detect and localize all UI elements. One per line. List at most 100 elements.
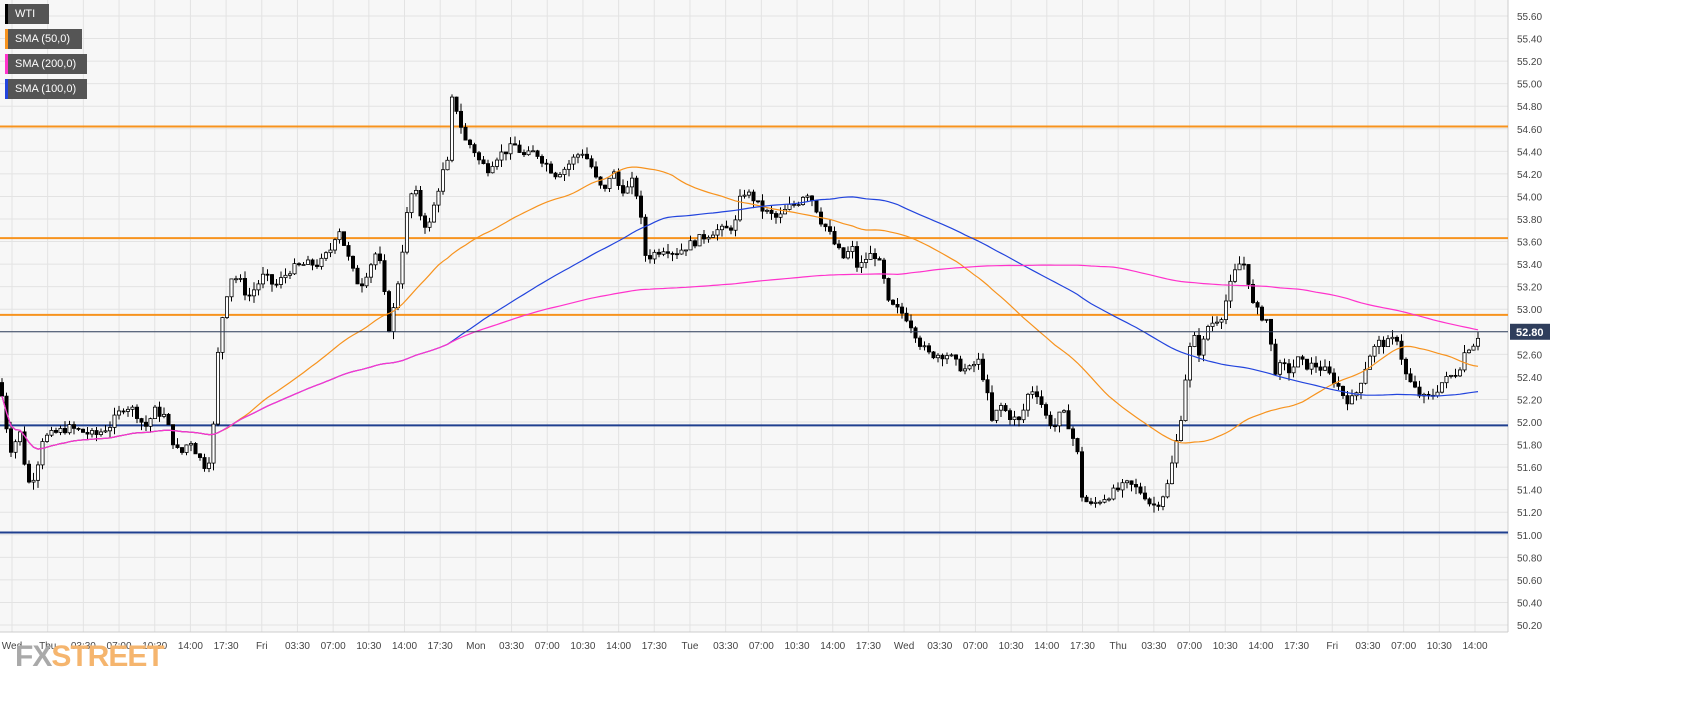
candle-body (1264, 318, 1269, 321)
candle-body (368, 264, 373, 278)
candle (607, 177, 612, 193)
candle (846, 246, 851, 260)
x-tick-label: 14:00 (178, 641, 203, 652)
y-tick-label: 53.40 (1517, 260, 1542, 271)
candle-body (724, 225, 729, 229)
candle (224, 296, 229, 320)
candle (549, 161, 554, 174)
legend-item-sma200: SMA (200,0) (5, 54, 87, 74)
candle-body (891, 299, 896, 305)
candle-body (1035, 391, 1040, 398)
candle-body (409, 193, 414, 214)
candle (1048, 411, 1053, 429)
candle-body (1030, 391, 1035, 395)
candle (170, 424, 175, 450)
candle (418, 186, 423, 221)
candle-body (355, 267, 360, 285)
candle-body (314, 264, 319, 267)
candle-body (1102, 499, 1107, 503)
candle (188, 441, 193, 452)
candle-body (702, 234, 707, 240)
candle-body (855, 246, 860, 268)
candle (1305, 358, 1310, 371)
candle-body (1453, 374, 1458, 377)
candle-body (1170, 462, 1175, 485)
candle (166, 413, 171, 426)
candle-body (904, 312, 909, 322)
candle (1251, 279, 1256, 305)
candle (738, 189, 743, 222)
candle (332, 238, 337, 254)
candle (1003, 403, 1008, 412)
candle (1170, 455, 1175, 485)
candle-body (643, 216, 648, 256)
candle (45, 432, 50, 443)
candle (531, 145, 536, 153)
candle-body (197, 453, 202, 458)
candle-body (967, 365, 972, 370)
x-tick-label: 10:30 (1427, 641, 1452, 652)
candle (494, 157, 499, 170)
candle-body (1246, 264, 1251, 285)
candle (855, 241, 860, 272)
candle-body (206, 462, 211, 469)
candle (481, 155, 486, 165)
candle (422, 212, 427, 234)
candle-body (1188, 346, 1193, 381)
candle-body (449, 96, 454, 161)
candle (841, 247, 846, 259)
candle-body (630, 177, 635, 188)
candle-body (913, 327, 918, 339)
candle (697, 234, 702, 247)
x-tick-label: Tue (682, 641, 699, 652)
candle-body (22, 431, 27, 465)
candle (269, 273, 274, 292)
candle-body (494, 159, 499, 167)
candle (184, 444, 189, 456)
y-tick-label: 51.40 (1517, 486, 1542, 497)
candle-body (1372, 345, 1377, 357)
candle (1224, 294, 1229, 325)
candle-body (1359, 382, 1364, 394)
candle (1147, 497, 1152, 507)
candle (1440, 382, 1445, 394)
candle (1237, 256, 1242, 271)
candle-body (490, 165, 495, 174)
candle (292, 258, 297, 276)
logo-fx: FX (15, 640, 52, 673)
candle (1444, 371, 1449, 389)
candle (337, 228, 342, 244)
candle-body (13, 441, 18, 453)
candle-body (607, 177, 612, 189)
candle-body (922, 345, 927, 348)
x-tick-label: 10:30 (785, 641, 810, 652)
candle (967, 364, 972, 371)
candle (1219, 317, 1224, 329)
candle (242, 271, 247, 301)
candle (193, 442, 198, 455)
candle (143, 415, 148, 431)
candle (449, 94, 454, 163)
candle-body (666, 251, 671, 254)
candle-body (558, 174, 563, 178)
candle-body (1413, 381, 1418, 388)
candle (54, 427, 59, 434)
candle (1395, 335, 1400, 346)
candle (1201, 336, 1206, 362)
candle-body (458, 110, 463, 128)
candle-body (733, 219, 738, 231)
candle (368, 262, 373, 283)
candle (1458, 367, 1463, 378)
x-tick-label: 07:00 (321, 641, 346, 652)
candle (1377, 335, 1382, 354)
candle-body (945, 355, 950, 360)
candle (1071, 426, 1076, 446)
candle-body (1291, 366, 1296, 374)
candle-body (589, 158, 594, 168)
candle-body (108, 427, 113, 432)
candle (440, 162, 445, 195)
candle-body (179, 447, 184, 453)
candle-body (580, 153, 585, 156)
candle-body (900, 306, 905, 314)
candle-body (517, 144, 522, 153)
